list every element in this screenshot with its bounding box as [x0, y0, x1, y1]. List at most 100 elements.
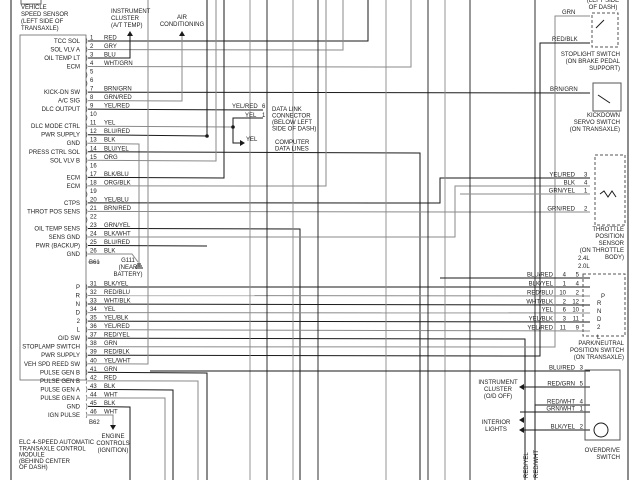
pin-terminal	[85, 88, 88, 96]
arrow-icon	[179, 31, 185, 36]
splice-dot	[205, 134, 209, 138]
wire-color: BLK	[104, 401, 115, 407]
pin-terminal	[85, 411, 88, 419]
pin-terminal	[85, 199, 88, 207]
wire-pin-1	[88, 0, 369, 42]
pnp-pin-a: 4	[563, 273, 567, 279]
dlc-label: DATA LINK	[272, 107, 302, 113]
pnp-label: PARK/NEUTRAL	[578, 341, 624, 347]
wire-color: BLK/BLU	[104, 172, 129, 178]
pin-number: 45	[90, 401, 97, 407]
pin-label: GND	[67, 252, 81, 258]
wire-color: GRN	[104, 367, 117, 373]
wire-pin-7	[87, 91, 591, 94]
pin-terminal	[85, 292, 88, 299]
wire-color: WHT	[104, 409, 118, 415]
wire-pin-11	[87, 125, 234, 128]
pin-label: SENS GND	[49, 235, 81, 241]
wire-color: BLK	[104, 249, 115, 255]
overdrive-switch	[584, 369, 621, 441]
pin-terminal	[85, 46, 88, 53]
od-cluster-label: (O/D OFF)	[484, 394, 512, 400]
overdrive-label: SWITCH	[596, 455, 620, 461]
wire-color: YEL/BLU	[104, 197, 129, 203]
wire-pin-45	[87, 405, 131, 480]
pnp-pin-a: 11	[560, 326, 567, 332]
wire-pin-23	[87, 227, 301, 480]
wire-pin-3	[87, 33, 131, 59]
switch-contact	[595, 19, 605, 29]
pin-number: 11	[90, 121, 97, 127]
od-pin: 3	[580, 366, 584, 372]
wire-color: YEL/BLK	[104, 316, 128, 322]
pin-number: 20	[90, 197, 97, 203]
pin-number: 7	[90, 87, 94, 93]
pin-label: SOL VLV A	[50, 48, 80, 54]
pnp-pin-a: 1	[563, 282, 567, 288]
pnp-wire-label: RED/BLU	[527, 291, 553, 297]
pin-terminal	[85, 54, 88, 62]
overdrive-label: OVERDRIVE	[585, 448, 620, 454]
kickdown-switch	[592, 82, 622, 112]
od-wire-label: GRN/WHT	[546, 407, 575, 413]
wire-color: RED	[104, 36, 117, 42]
pin-label: A/C SIG	[58, 99, 80, 105]
wire-pin-42	[87, 380, 199, 480]
computer-label: COMPUTER	[275, 140, 310, 146]
top-right-fragment: (LEFT SIDE	[587, 0, 619, 4]
pin-terminal	[85, 369, 88, 376]
ground-icon	[135, 263, 143, 269]
pin-number: 26	[90, 249, 97, 255]
pin-terminal	[85, 352, 88, 359]
instrument-cluster-label: CLUSTER	[111, 16, 140, 22]
tps-label: BODY)	[605, 255, 624, 261]
dlc-label: (BELOW LEFT	[272, 120, 312, 126]
pin-number: 18	[90, 180, 97, 186]
od-wire-label: BLU/RED	[549, 366, 576, 372]
wire-color: BLK/WHT	[104, 231, 131, 237]
pin-number: 43	[90, 384, 97, 390]
tps-wire-label: GRN/YEL	[549, 189, 576, 195]
wire-color: BLK	[104, 138, 115, 144]
pin-number: 34	[90, 307, 97, 313]
pnp-label: POSITION SWITCH	[570, 348, 624, 354]
wire-pin-37	[87, 337, 526, 480]
pin-terminal	[85, 165, 88, 172]
ac-label: CONDITIONING	[160, 22, 205, 28]
pin-label: OIL TEMP SENS	[34, 226, 80, 232]
pin-terminal	[85, 208, 88, 215]
pin-terminal	[85, 216, 88, 224]
dlc-label: SIDE OF DASH)	[272, 127, 316, 133]
pin-terminal	[85, 343, 88, 350]
wire-pin-17	[87, 0, 225, 179]
tps-wire-label: GRN/RED	[547, 207, 575, 213]
module-title: TRANSAXLE CONTROL	[19, 446, 86, 452]
pin-label: ECM	[67, 175, 80, 181]
pin-number: 35	[90, 316, 97, 322]
pin-label: R	[76, 294, 81, 300]
wire-pin-46	[87, 414, 114, 428]
kickdown-label: (ON TRANSAXLE)	[570, 127, 620, 133]
stoplight-wire: RED/BLK	[552, 37, 578, 43]
pin-terminal	[85, 300, 88, 308]
pin-terminal	[85, 174, 88, 181]
wire-pin-15	[87, 0, 217, 162]
wire-color: BLU/YEL	[104, 146, 129, 152]
wire-color: BRN/GRN	[104, 87, 132, 93]
pin-number: 33	[90, 299, 97, 305]
ground-label: BATTERY)	[113, 272, 142, 278]
arrow-icon	[240, 140, 245, 146]
wire-color: ORG	[104, 155, 118, 161]
stoplight-label: (ON BRAKE PEDAL	[566, 59, 621, 65]
wire-layer	[10, 0, 629, 480]
pin-number: 8	[90, 95, 94, 101]
pin-terminal	[85, 37, 88, 45]
pin-label: SOL VLV B	[50, 158, 80, 164]
pnp-pin-b: 9	[576, 326, 580, 332]
pnp-wire-label: BLU/RED	[527, 273, 554, 279]
od-cluster-label: CLUSTER	[484, 387, 513, 393]
pin-terminal	[85, 105, 88, 113]
arrow-icon	[519, 417, 524, 423]
pin-terminal	[85, 394, 88, 402]
pnp-wire-label: YEL	[542, 308, 554, 314]
